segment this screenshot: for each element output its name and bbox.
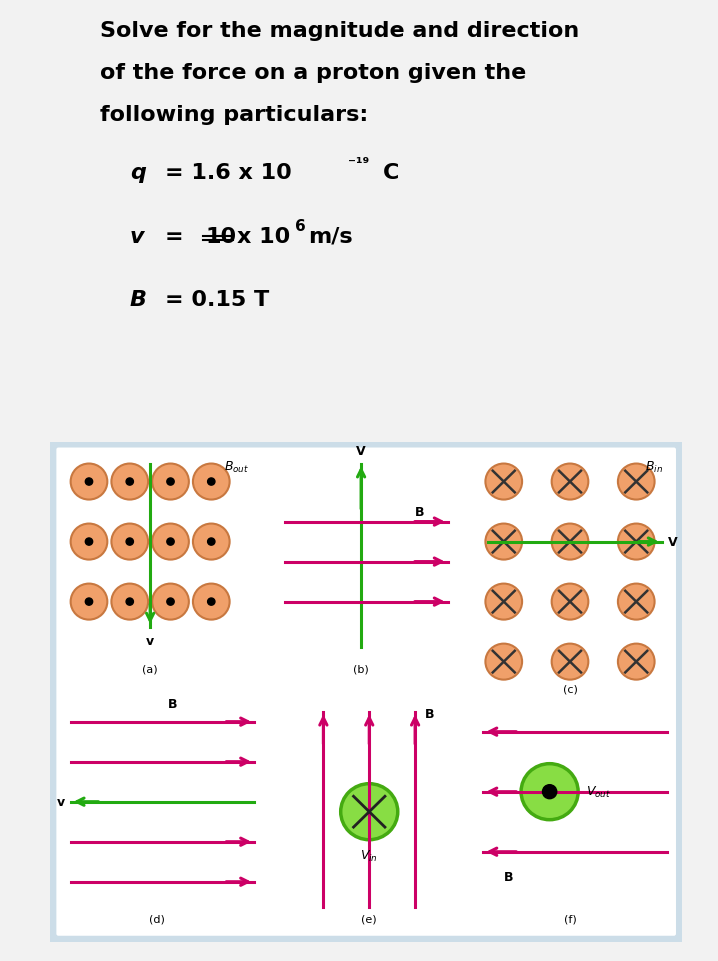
Text: ⁻¹⁹: ⁻¹⁹ [348, 156, 369, 171]
Circle shape [618, 524, 655, 560]
Text: B: B [425, 707, 435, 720]
FancyBboxPatch shape [57, 448, 676, 936]
Circle shape [485, 584, 522, 620]
Text: x 10: x 10 [237, 226, 290, 246]
Circle shape [193, 464, 230, 500]
Circle shape [551, 524, 588, 560]
Circle shape [167, 479, 174, 485]
Text: V: V [668, 535, 678, 549]
Text: $V_{in}$: $V_{in}$ [360, 848, 378, 863]
Text: B: B [415, 505, 424, 519]
Text: V: V [356, 444, 366, 457]
Text: m/s: m/s [308, 226, 353, 246]
Text: 10: 10 [205, 226, 236, 246]
FancyBboxPatch shape [46, 438, 686, 946]
Text: B: B [504, 870, 513, 883]
Circle shape [341, 784, 398, 840]
Circle shape [85, 599, 93, 605]
Text: = 0.15 T: = 0.15 T [165, 289, 269, 309]
Circle shape [152, 584, 189, 620]
Circle shape [485, 524, 522, 560]
Circle shape [193, 524, 230, 560]
Text: (c): (c) [563, 684, 577, 694]
Text: B: B [168, 697, 177, 710]
Text: (b): (b) [353, 664, 369, 674]
Circle shape [618, 584, 655, 620]
Circle shape [551, 584, 588, 620]
Circle shape [126, 538, 134, 546]
Circle shape [618, 644, 655, 680]
Circle shape [111, 524, 148, 560]
Text: (d): (d) [149, 914, 165, 924]
Circle shape [85, 538, 93, 546]
Circle shape [208, 479, 215, 485]
Circle shape [485, 644, 522, 680]
Text: =: = [165, 226, 184, 246]
Circle shape [70, 464, 107, 500]
Circle shape [152, 524, 189, 560]
Circle shape [167, 599, 174, 605]
Text: of the force on a proton given the: of the force on a proton given the [100, 63, 526, 84]
Text: $V_{out}$: $V_{out}$ [587, 784, 612, 800]
Text: (f): (f) [564, 914, 577, 924]
Text: following particulars:: following particulars: [100, 106, 368, 125]
Text: v: v [146, 634, 154, 647]
Circle shape [167, 538, 174, 546]
Text: v: v [130, 226, 144, 246]
Circle shape [208, 599, 215, 605]
Circle shape [551, 644, 588, 680]
Circle shape [70, 524, 107, 560]
Text: 6: 6 [295, 219, 306, 234]
Circle shape [521, 764, 578, 820]
Text: $B_{in}$: $B_{in}$ [645, 459, 663, 474]
Text: q: q [130, 163, 146, 184]
Text: B: B [130, 289, 147, 309]
Circle shape [152, 464, 189, 500]
Text: $B_{out}$: $B_{out}$ [223, 459, 248, 474]
Text: C: C [383, 163, 399, 184]
Circle shape [543, 785, 556, 799]
Circle shape [111, 584, 148, 620]
Circle shape [551, 464, 588, 500]
Circle shape [70, 584, 107, 620]
Circle shape [485, 464, 522, 500]
Text: (a): (a) [142, 664, 158, 674]
Circle shape [208, 538, 215, 546]
Circle shape [618, 464, 655, 500]
Circle shape [193, 584, 230, 620]
Circle shape [126, 599, 134, 605]
Circle shape [126, 479, 134, 485]
Circle shape [85, 479, 93, 485]
Text: (e): (e) [361, 914, 377, 924]
Text: = 1.6 x 10: = 1.6 x 10 [165, 163, 292, 184]
Text: v: v [57, 796, 65, 808]
Text: Solve for the magnitude and direction: Solve for the magnitude and direction [100, 21, 579, 41]
Circle shape [111, 464, 148, 500]
